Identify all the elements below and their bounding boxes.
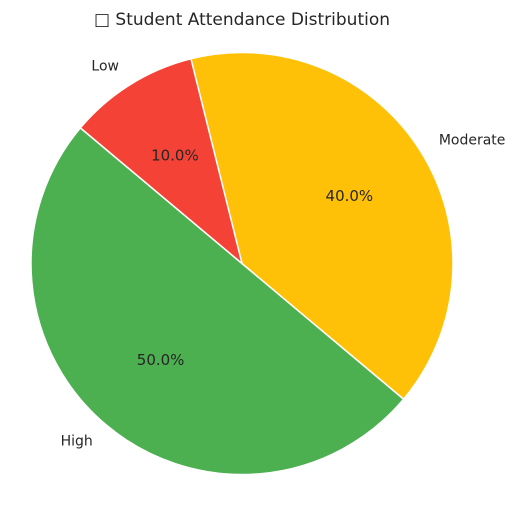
category-label-low: Low xyxy=(91,59,119,75)
pct-label-moderate: 40.0% xyxy=(326,187,374,205)
pie-slices xyxy=(31,53,453,475)
category-label-moderate: Moderate xyxy=(439,133,506,149)
chart-title: □ Student Attendance Distribution xyxy=(94,10,390,30)
category-label-high: High xyxy=(61,433,93,449)
pct-label-high: 50.0% xyxy=(137,351,185,369)
pct-label-low: 10.0% xyxy=(151,147,199,165)
